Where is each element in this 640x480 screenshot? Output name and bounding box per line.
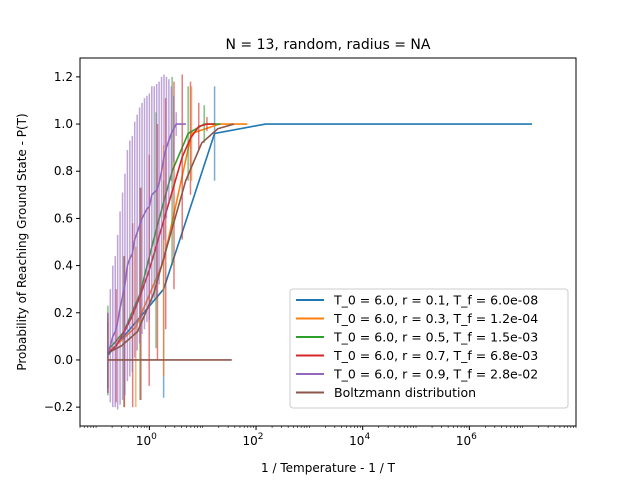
- y-tick-label: 0.8: [54, 164, 73, 178]
- legend-entry-label: T_0 = 6.0, r = 0.9, T_f = 2.8e-02: [333, 367, 538, 382]
- y-tick-label: 0.2: [54, 306, 73, 320]
- y-tick-label: 0.4: [54, 259, 73, 273]
- axes-frame: [79, 57, 577, 427]
- y-tick-label: 1.2: [54, 70, 73, 84]
- series-6: [107, 123, 235, 361]
- legend-entry-label: T_0 = 6.0, r = 0.5, T_f = 1.5e-03: [333, 330, 538, 345]
- chart-title: N = 13, random, radius = NA: [226, 37, 431, 53]
- legend-entry-label: T_0 = 6.0, r = 0.1, T_f = 6.0e-08: [333, 293, 538, 308]
- series-line: [107, 123, 248, 354]
- series-line: [107, 123, 533, 356]
- y-tick-label: −0.2: [44, 400, 73, 414]
- y-tick-label: 0.0: [54, 353, 73, 367]
- legend: T_0 = 6.0, r = 0.1, T_f = 6.0e-08 T_0 = 6…: [289, 288, 569, 409]
- series-5: [107, 74, 186, 410]
- legend-box: [289, 288, 569, 409]
- y-tick-label: 0.6: [54, 211, 73, 225]
- y-axis-label: Probability of Reaching Ground State - P…: [15, 113, 29, 370]
- y-tick-label: 1.0: [54, 117, 73, 131]
- legend-entry-label: T_0 = 6.0, r = 0.7, T_f = 6.8e-03: [333, 348, 538, 363]
- series-line: [107, 123, 186, 354]
- series-line: [107, 123, 235, 354]
- legend-entry-label: T_0 = 6.0, r = 0.3, T_f = 1.2e-04: [333, 311, 538, 326]
- x-axis-label: 1 / Temperature - 1 / T: [261, 461, 396, 475]
- legend-entry-label: Boltzmann distribution: [334, 385, 476, 400]
